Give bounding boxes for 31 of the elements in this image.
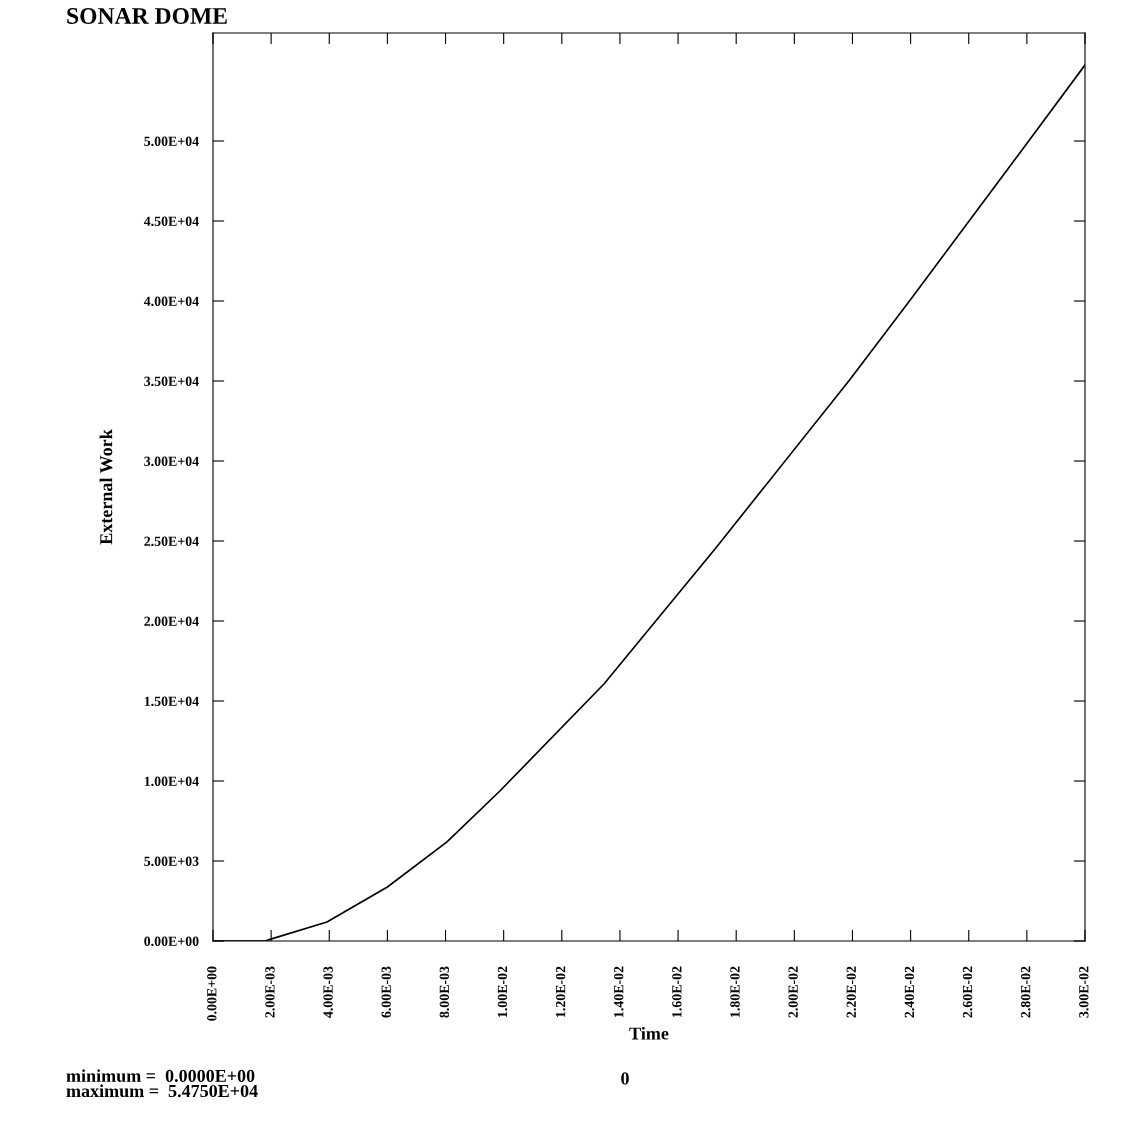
y-axis-title: External Work xyxy=(99,429,113,545)
x-tick-label: 2.60E-02 xyxy=(962,966,973,1018)
x-tick-label: 2.40E-02 xyxy=(904,966,915,1018)
y-tick-label: 2.00E+04 xyxy=(144,616,199,627)
x-tick-label: 4.00E-03 xyxy=(323,966,333,1018)
y-tick-label: 1.50E+04 xyxy=(144,696,199,707)
x-tick-label: 1.20E-02 xyxy=(555,966,566,1017)
y-tick-label: 4.00E+04 xyxy=(143,296,199,307)
chart-title: SONAR DOME xyxy=(67,8,227,24)
y-tick-label: 3.50E+04 xyxy=(144,376,199,387)
text: minimum = 0.0000E+00 maximum = 5.4750E+04 xyxy=(66,1069,258,1098)
x-tick-label: 2.00E-02 xyxy=(788,966,798,1018)
y-tick-label: 5.00E+03 xyxy=(144,856,199,867)
y-tick-label: 3.00E+04 xyxy=(144,456,199,467)
x-tick-label: 2.20E-02 xyxy=(846,966,856,1018)
x-tick-label: 8.00E-03 xyxy=(439,966,450,1018)
y-tick-label: 2.50E+04 xyxy=(144,536,199,547)
y-tick-label: 4.50E+04 xyxy=(143,216,199,227)
x-tick-label: 2.00E-03 xyxy=(265,966,275,1018)
x-axis-title: Time xyxy=(629,1026,669,1040)
y-tick-label: 0.00E+00 xyxy=(144,936,199,947)
x-tick-label: 6.00E-03 xyxy=(381,966,391,1018)
x-tick-label: 1.80E-02 xyxy=(730,966,740,1017)
x-tick-label: 2.80E-02 xyxy=(1020,966,1031,1018)
x-tick-label: 3.00E-02 xyxy=(1079,966,1089,1018)
text: 0 xyxy=(621,1072,629,1085)
y-tick-label: 1.00E+04 xyxy=(144,776,199,787)
x-tick-label: 1.60E-02 xyxy=(672,966,682,1017)
x-tick-label: 1.40E-02 xyxy=(614,966,624,1017)
y-tick-label: 5.00E+04 xyxy=(144,136,199,147)
x-tick-label: 1.00E-02 xyxy=(497,966,508,1017)
